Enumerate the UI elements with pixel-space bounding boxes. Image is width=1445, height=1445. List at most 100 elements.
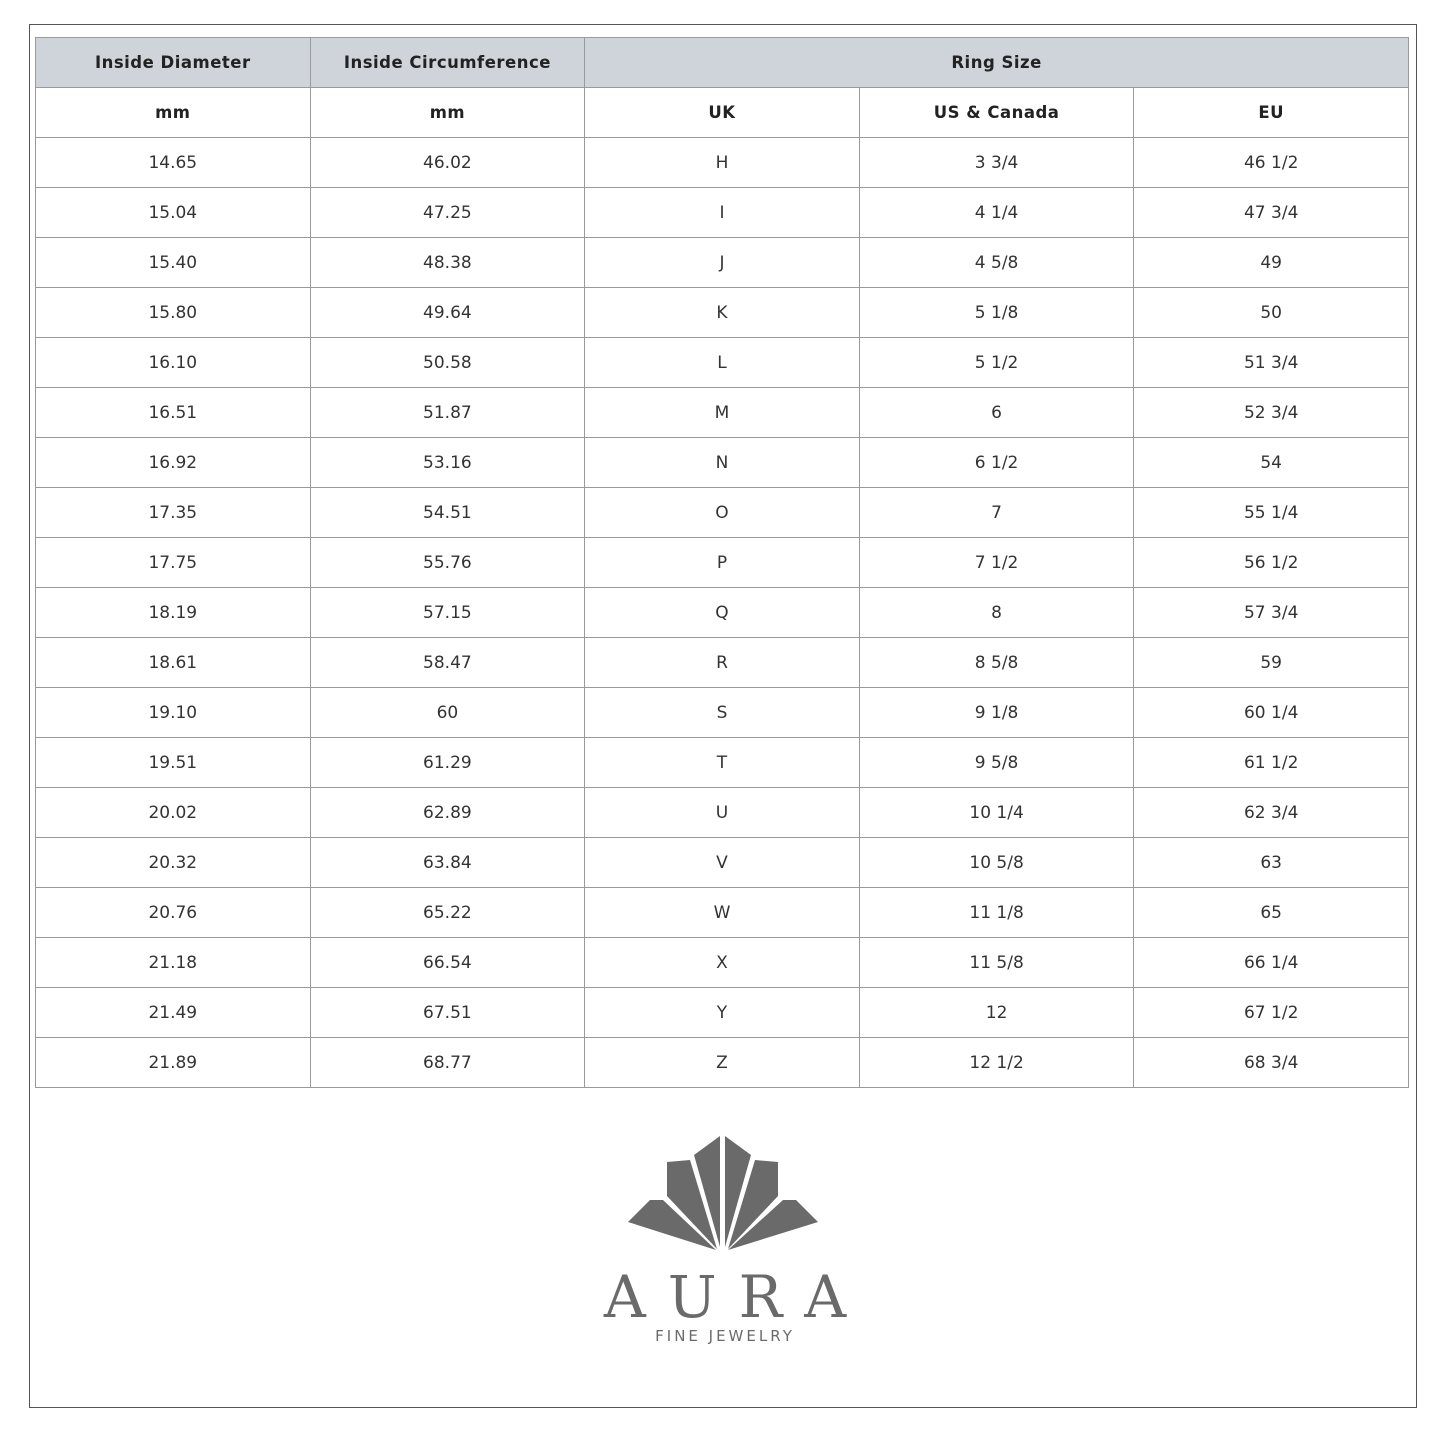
subheader-mm: mm: [309, 87, 586, 138]
table-row: 18.19 57.15 Q 8 57 3/4: [35, 587, 1409, 638]
table-row: 15.40 48.38 J 4 5/8 49: [35, 237, 1409, 288]
cell-uk-size: K: [584, 287, 860, 338]
cell-inside-circumference: 67.51: [309, 987, 586, 1038]
header-row: Inside Diameter Inside Circumference Rin…: [35, 37, 1409, 88]
cell-uk-size: S: [584, 687, 860, 738]
cell-eu-size: 51 3/4: [1133, 337, 1409, 388]
cell-eu-size: 46 1/2: [1133, 137, 1409, 188]
cell-inside-diameter: 16.92: [35, 437, 311, 488]
cell-inside-circumference: 53.16: [309, 437, 586, 488]
cell-us-canada-size: 11 1/8: [858, 887, 1135, 938]
cell-us-canada-size: 11 5/8: [858, 937, 1135, 988]
cell-us-canada-size: 9 5/8: [858, 737, 1135, 788]
cell-inside-diameter: 17.75: [35, 537, 311, 588]
cell-us-canada-size: 4 1/4: [858, 187, 1135, 238]
cell-uk-size: V: [584, 837, 860, 888]
table-row: 17.75 55.76 P 7 1/2 56 1/2: [35, 537, 1409, 588]
cell-uk-size: T: [584, 737, 860, 788]
cell-eu-size: 61 1/2: [1133, 737, 1409, 788]
table-row: 21.18 66.54 X 11 5/8 66 1/4: [35, 937, 1409, 988]
cell-eu-size: 63: [1133, 837, 1409, 888]
cell-eu-size: 62 3/4: [1133, 787, 1409, 838]
cell-us-canada-size: 12: [858, 987, 1135, 1038]
logo-tagline: FINE JEWELRY: [655, 1327, 795, 1345]
cell-inside-diameter: 16.51: [35, 387, 311, 438]
table-row: 20.02 62.89 U 10 1/4 62 3/4: [35, 787, 1409, 838]
cell-inside-circumference: 66.54: [309, 937, 586, 988]
table-row: 18.61 58.47 R 8 5/8 59: [35, 637, 1409, 688]
cell-inside-circumference: 63.84: [309, 837, 586, 888]
table-row: 21.49 67.51 Y 12 67 1/2: [35, 987, 1409, 1038]
cell-inside-diameter: 14.65: [35, 137, 311, 188]
cell-inside-circumference: 57.15: [309, 587, 586, 638]
cell-inside-circumference: 51.87: [309, 387, 586, 438]
cell-us-canada-size: 7 1/2: [858, 537, 1135, 588]
cell-uk-size: Q: [584, 587, 860, 638]
cell-uk-size: I: [584, 187, 860, 238]
cell-inside-circumference: 48.38: [309, 237, 586, 288]
table-row: 20.32 63.84 V 10 5/8 63: [35, 837, 1409, 888]
cell-us-canada-size: 9 1/8: [858, 687, 1135, 738]
cell-eu-size: 49: [1133, 237, 1409, 288]
cell-eu-size: 50: [1133, 287, 1409, 338]
header-inside-diameter: Inside Diameter: [35, 37, 311, 88]
cell-uk-size: Z: [584, 1037, 860, 1088]
cell-inside-circumference: 62.89: [309, 787, 586, 838]
cell-eu-size: 65: [1133, 887, 1409, 938]
fan-icon: [628, 1136, 818, 1250]
cell-inside-circumference: 46.02: [309, 137, 586, 188]
subheader-us-canada: US & Canada: [858, 87, 1135, 138]
cell-inside-diameter: 15.04: [35, 187, 311, 238]
cell-eu-size: 56 1/2: [1133, 537, 1409, 588]
cell-eu-size: 52 3/4: [1133, 387, 1409, 438]
cell-inside-diameter: 19.10: [35, 687, 311, 738]
cell-uk-size: P: [584, 537, 860, 588]
cell-eu-size: 54: [1133, 437, 1409, 488]
header-inside-circumference: Inside Circumference: [309, 37, 586, 88]
cell-inside-circumference: 55.76: [309, 537, 586, 588]
cell-uk-size: R: [584, 637, 860, 688]
cell-inside-diameter: 20.02: [35, 787, 311, 838]
table-row: 16.10 50.58 L 5 1/2 51 3/4: [35, 337, 1409, 388]
table-row: 14.65 46.02 H 3 3/4 46 1/2: [35, 137, 1409, 188]
cell-inside-diameter: 20.32: [35, 837, 311, 888]
table-row: 15.80 49.64 K 5 1/8 50: [35, 287, 1409, 338]
cell-inside-circumference: 61.29: [309, 737, 586, 788]
table-row: 19.51 61.29 T 9 5/8 61 1/2: [35, 737, 1409, 788]
cell-uk-size: J: [584, 237, 860, 288]
cell-uk-size: M: [584, 387, 860, 438]
cell-inside-diameter: 15.80: [35, 287, 311, 338]
cell-us-canada-size: 6: [858, 387, 1135, 438]
cell-inside-circumference: 47.25: [309, 187, 586, 238]
cell-inside-circumference: 49.64: [309, 287, 586, 338]
cell-us-canada-size: 5 1/8: [858, 287, 1135, 338]
cell-us-canada-size: 6 1/2: [858, 437, 1135, 488]
cell-inside-diameter: 17.35: [35, 487, 311, 538]
subheader-eu: EU: [1133, 87, 1409, 138]
cell-eu-size: 68 3/4: [1133, 1037, 1409, 1088]
logo-wordmark: AURA: [603, 1263, 869, 1331]
cell-us-canada-size: 8: [858, 587, 1135, 638]
cell-uk-size: O: [584, 487, 860, 538]
subheader-uk: UK: [584, 87, 860, 138]
cell-us-canada-size: 5 1/2: [858, 337, 1135, 388]
cell-us-canada-size: 3 3/4: [858, 137, 1135, 188]
cell-inside-diameter: 18.19: [35, 587, 311, 638]
aura-logo: AURA FINE JEWELRY: [560, 1125, 890, 1365]
cell-us-canada-size: 4 5/8: [858, 237, 1135, 288]
table-row: 16.51 51.87 M 6 52 3/4: [35, 387, 1409, 438]
cell-uk-size: X: [584, 937, 860, 988]
subheader-row: mm mm UK US & Canada EU: [35, 87, 1409, 138]
cell-inside-circumference: 68.77: [309, 1037, 586, 1088]
cell-inside-diameter: 19.51: [35, 737, 311, 788]
cell-uk-size: U: [584, 787, 860, 838]
table-row: 15.04 47.25 I 4 1/4 47 3/4: [35, 187, 1409, 238]
header-ring-size: Ring Size: [584, 37, 1409, 88]
cell-us-canada-size: 7: [858, 487, 1135, 538]
cell-eu-size: 67 1/2: [1133, 987, 1409, 1038]
page-frame: [29, 24, 1417, 1408]
cell-us-canada-size: 10 1/4: [858, 787, 1135, 838]
table-row: 21.89 68.77 Z 12 1/2 68 3/4: [35, 1037, 1409, 1088]
cell-us-canada-size: 10 5/8: [858, 837, 1135, 888]
cell-inside-diameter: 21.89: [35, 1037, 311, 1088]
